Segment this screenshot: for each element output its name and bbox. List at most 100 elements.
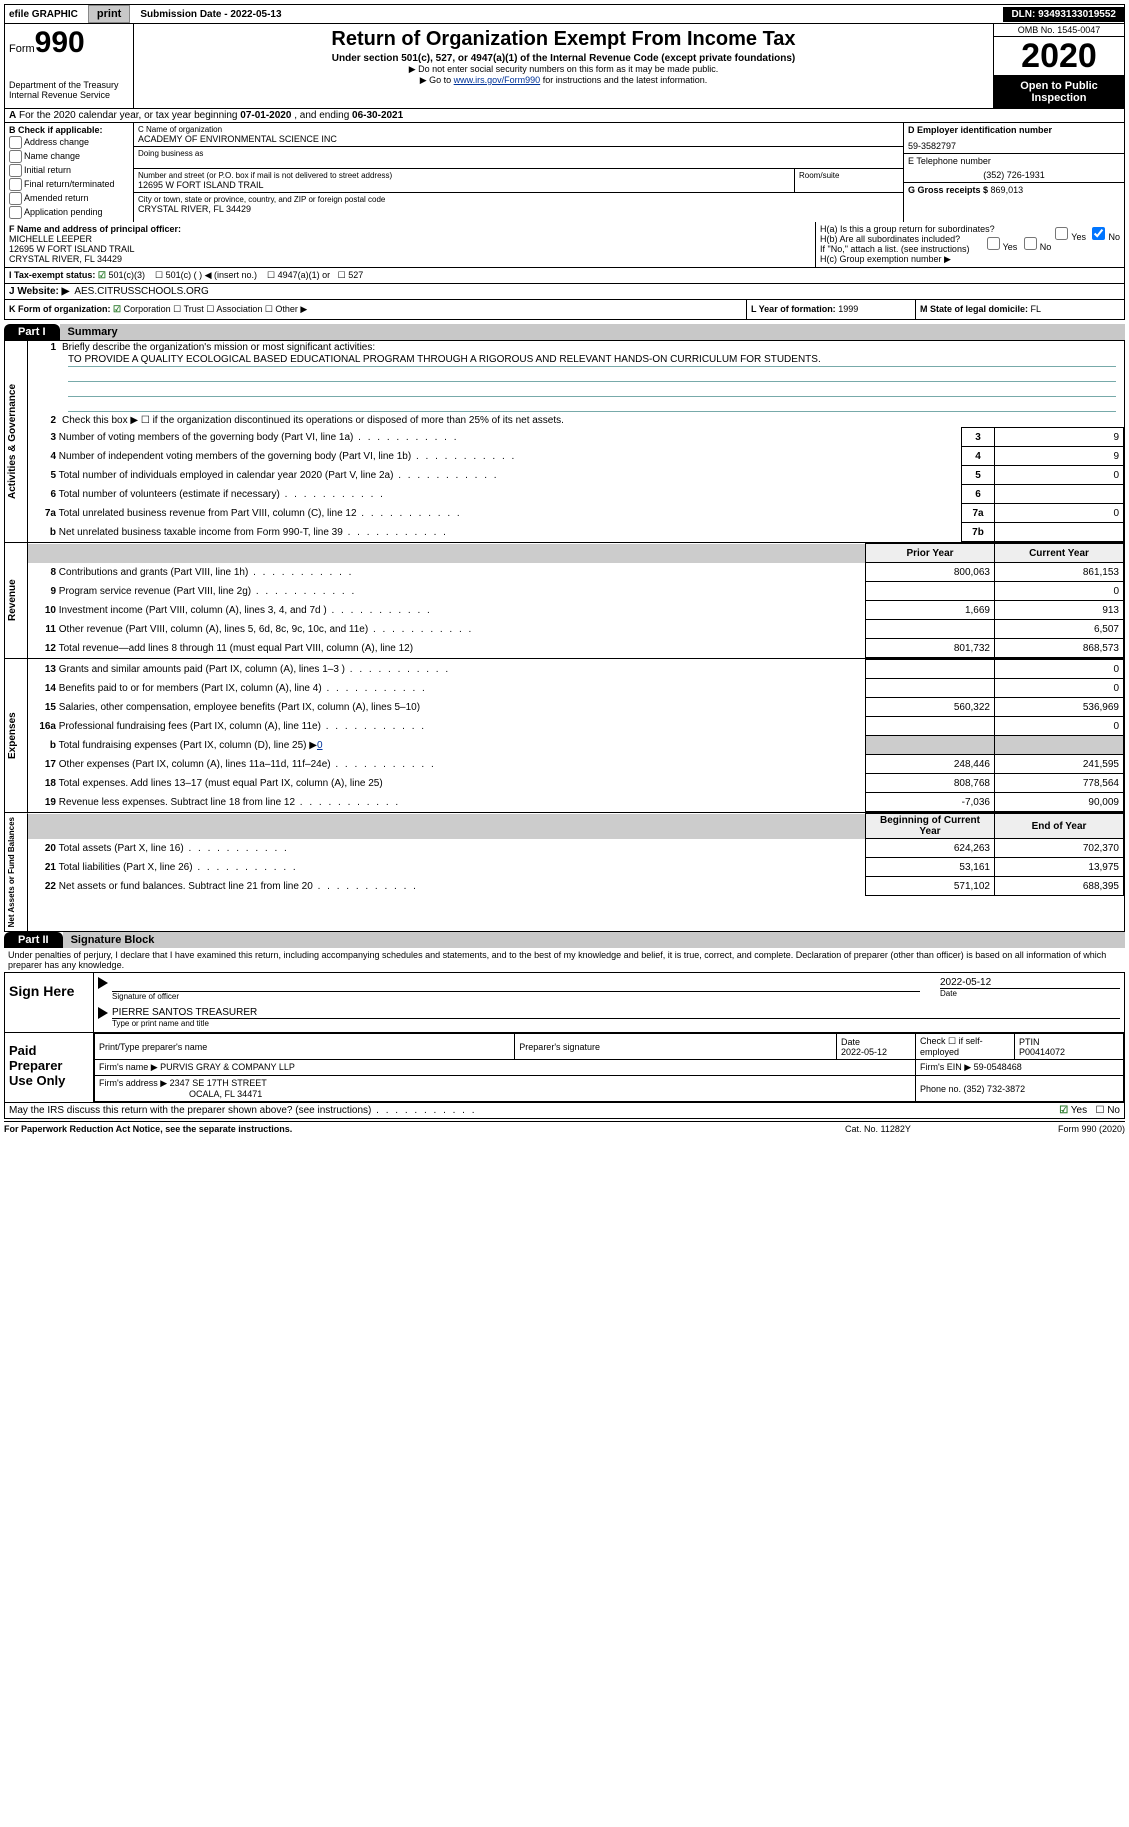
k-other: Other ▶ xyxy=(275,304,307,314)
line-16b-cur xyxy=(995,736,1124,755)
hb-no[interactable] xyxy=(1024,237,1037,250)
revenue-hdr: Prior YearCurrent Year xyxy=(28,544,1124,563)
line-16b-link[interactable]: 0 xyxy=(317,740,323,751)
cb-application-pending-input[interactable] xyxy=(9,206,22,219)
row-a-text: For the 2020 calendar year, or tax year … xyxy=(19,110,240,121)
line-12-prior: 801,732 xyxy=(866,639,995,658)
line-18-cur: 778,564 xyxy=(995,774,1124,793)
line-7b-label: Net unrelated business taxable income fr… xyxy=(59,527,448,538)
col-k: K Form of organization: ☑ Corporation ☐ … xyxy=(5,300,747,319)
line-16b-label: Total fundraising expenses (Part IX, col… xyxy=(59,740,317,751)
net-assets-section: Net Assets or Fund Balances Beginning of… xyxy=(4,813,1125,932)
line-1: 1Briefly describe the organization's mis… xyxy=(28,341,1124,354)
label-a: A xyxy=(9,110,16,121)
tax-year: 2020 xyxy=(994,37,1124,76)
row-8: 8 Contributions and grants (Part VIII, l… xyxy=(28,563,1124,582)
line-6-value xyxy=(995,485,1124,504)
mission-blank2 xyxy=(68,384,1116,397)
firm-ein-value: 59-0548468 xyxy=(974,1062,1022,1072)
ein-label: D Employer identification number xyxy=(908,125,1052,135)
line-14-prior xyxy=(866,679,995,698)
begin-date: 07-01-2020 xyxy=(240,110,291,121)
line-8-prior: 800,063 xyxy=(866,563,995,582)
row-17: 17 Other expenses (Part IX, column (A), … xyxy=(28,755,1124,774)
line-3-label: Number of voting members of the governin… xyxy=(59,432,459,443)
line-11-label: Other revenue (Part VIII, column (A), li… xyxy=(59,624,474,635)
cb-final-return-label: Final return/terminated xyxy=(24,179,115,189)
lines-3-7-table: 3 Number of voting members of the govern… xyxy=(28,427,1124,542)
prep-ptin-hdr: PTIN xyxy=(1019,1037,1040,1047)
cb-initial-return[interactable]: Initial return xyxy=(9,164,129,177)
arrow-icon-2 xyxy=(98,1007,108,1019)
cb-name-change[interactable]: Name change xyxy=(9,150,129,163)
firm-name-value: PURVIS GRAY & COMPANY LLP xyxy=(160,1062,295,1072)
line-20-end: 702,370 xyxy=(995,839,1124,858)
cb-address-change[interactable]: Address change xyxy=(9,136,129,149)
dln: DLN: 93493133019552 xyxy=(1003,7,1124,22)
line-5-label: Total number of individuals employed in … xyxy=(59,470,499,481)
revenue-table: Prior YearCurrent Year 8 Contributions a… xyxy=(28,543,1124,658)
hdr-prior-year: Prior Year xyxy=(866,544,995,563)
cb-amended-return[interactable]: Amended return xyxy=(9,192,129,205)
penalties-text: Under penalties of perjury, I declare th… xyxy=(4,948,1125,972)
firm-phone-value: (352) 732-3872 xyxy=(964,1084,1026,1094)
line-21-beg: 53,161 xyxy=(866,858,995,877)
printed-name-label: Type or print name and title xyxy=(112,1019,209,1028)
ha-yes[interactable] xyxy=(1055,227,1068,240)
end-date: 06-30-2021 xyxy=(352,110,403,121)
f-label: F Name and address of principal officer: xyxy=(9,224,181,234)
line-12-label: Total revenue—add lines 8 through 11 (mu… xyxy=(59,643,413,654)
row-22: 22 Net assets or fund balances. Subtract… xyxy=(28,877,1124,896)
l-label: L Year of formation: xyxy=(751,304,838,314)
row-4: 4 Number of independent voting members o… xyxy=(28,447,1124,466)
row-f-h: F Name and address of principal officer:… xyxy=(4,222,1125,268)
note-goto: ▶ Go to www.irs.gov/Form990 for instruct… xyxy=(138,75,989,86)
cb-initial-return-input[interactable] xyxy=(9,164,22,177)
hb-yes[interactable] xyxy=(987,237,1000,250)
prep-row-2: Firm's name ▶ PURVIS GRAY & COMPANY LLP … xyxy=(95,1060,1124,1076)
prep-name-hdr: Print/Type preparer's name xyxy=(95,1034,515,1060)
line-7a-label: Total unrelated business revenue from Pa… xyxy=(59,508,462,519)
cb-address-change-input[interactable] xyxy=(9,136,22,149)
row-12: 12 Total revenue—add lines 8 through 11 … xyxy=(28,639,1124,658)
sig-date-label: Date xyxy=(940,989,957,998)
ha-yes-label: Yes xyxy=(1071,232,1086,242)
i-4947: 4947(a)(1) or xyxy=(278,270,331,280)
ha-no[interactable] xyxy=(1092,227,1105,240)
may-irs-label: May the IRS discuss this return with the… xyxy=(9,1105,477,1116)
row-20: 20 Total assets (Part X, line 16)624,263… xyxy=(28,839,1124,858)
may-irs-row: May the IRS discuss this return with the… xyxy=(4,1103,1125,1119)
footer-catno: Cat. No. 11282Y xyxy=(845,1124,985,1134)
preparer-table: Print/Type preparer's name Preparer's si… xyxy=(94,1033,1124,1102)
firm-phone-label: Phone no. xyxy=(920,1084,964,1094)
sign-here-row: Sign Here Signature of officer 2022-05-1… xyxy=(4,972,1125,1033)
print-button[interactable]: print xyxy=(88,5,130,23)
arrow-icon xyxy=(98,977,108,989)
room-label: Room/suite xyxy=(799,171,899,180)
mission-blank3 xyxy=(68,399,1116,412)
line-15-label: Salaries, other compensation, employee b… xyxy=(59,702,420,713)
line-7a-value: 0 xyxy=(995,504,1124,523)
row-7b: b Net unrelated business taxable income … xyxy=(28,523,1124,542)
prep-date-hdr: Date xyxy=(841,1037,860,1047)
prep-self-employed: Check ☐ if self-employed xyxy=(916,1034,1015,1060)
irs-link[interactable]: www.irs.gov/Form990 xyxy=(454,75,541,85)
cb-final-return[interactable]: Final return/terminated xyxy=(9,178,129,191)
cb-amended-return-input[interactable] xyxy=(9,192,22,205)
footer: For Paperwork Reduction Act Notice, see … xyxy=(4,1121,1125,1136)
net-assets-content: Beginning of Current YearEnd of Year 20 … xyxy=(28,813,1124,931)
part1-body: Activities & Governance 1Briefly describ… xyxy=(4,340,1125,543)
col-h: H(a) Is this a group return for subordin… xyxy=(816,222,1124,267)
addr-value: 12695 W FORT ISLAND TRAIL xyxy=(138,180,790,190)
cb-final-return-input[interactable] xyxy=(9,178,22,191)
line-15-prior: 560,322 xyxy=(866,698,995,717)
cb-name-change-input[interactable] xyxy=(9,150,22,163)
sign-here-label: Sign Here xyxy=(5,973,94,1032)
cb-application-pending[interactable]: Application pending xyxy=(9,206,129,219)
firm-addr-value: 2347 SE 17TH STREET xyxy=(170,1078,267,1088)
line-21-end: 13,975 xyxy=(995,858,1124,877)
sig-officer-label: Signature of officer xyxy=(112,992,179,1001)
expenses-section: Expenses 13 Grants and similar amounts p… xyxy=(4,659,1125,813)
i-501c3: 501(c)(3) xyxy=(108,270,145,280)
form-header: Form990 Department of the Treasury Inter… xyxy=(4,24,1125,109)
